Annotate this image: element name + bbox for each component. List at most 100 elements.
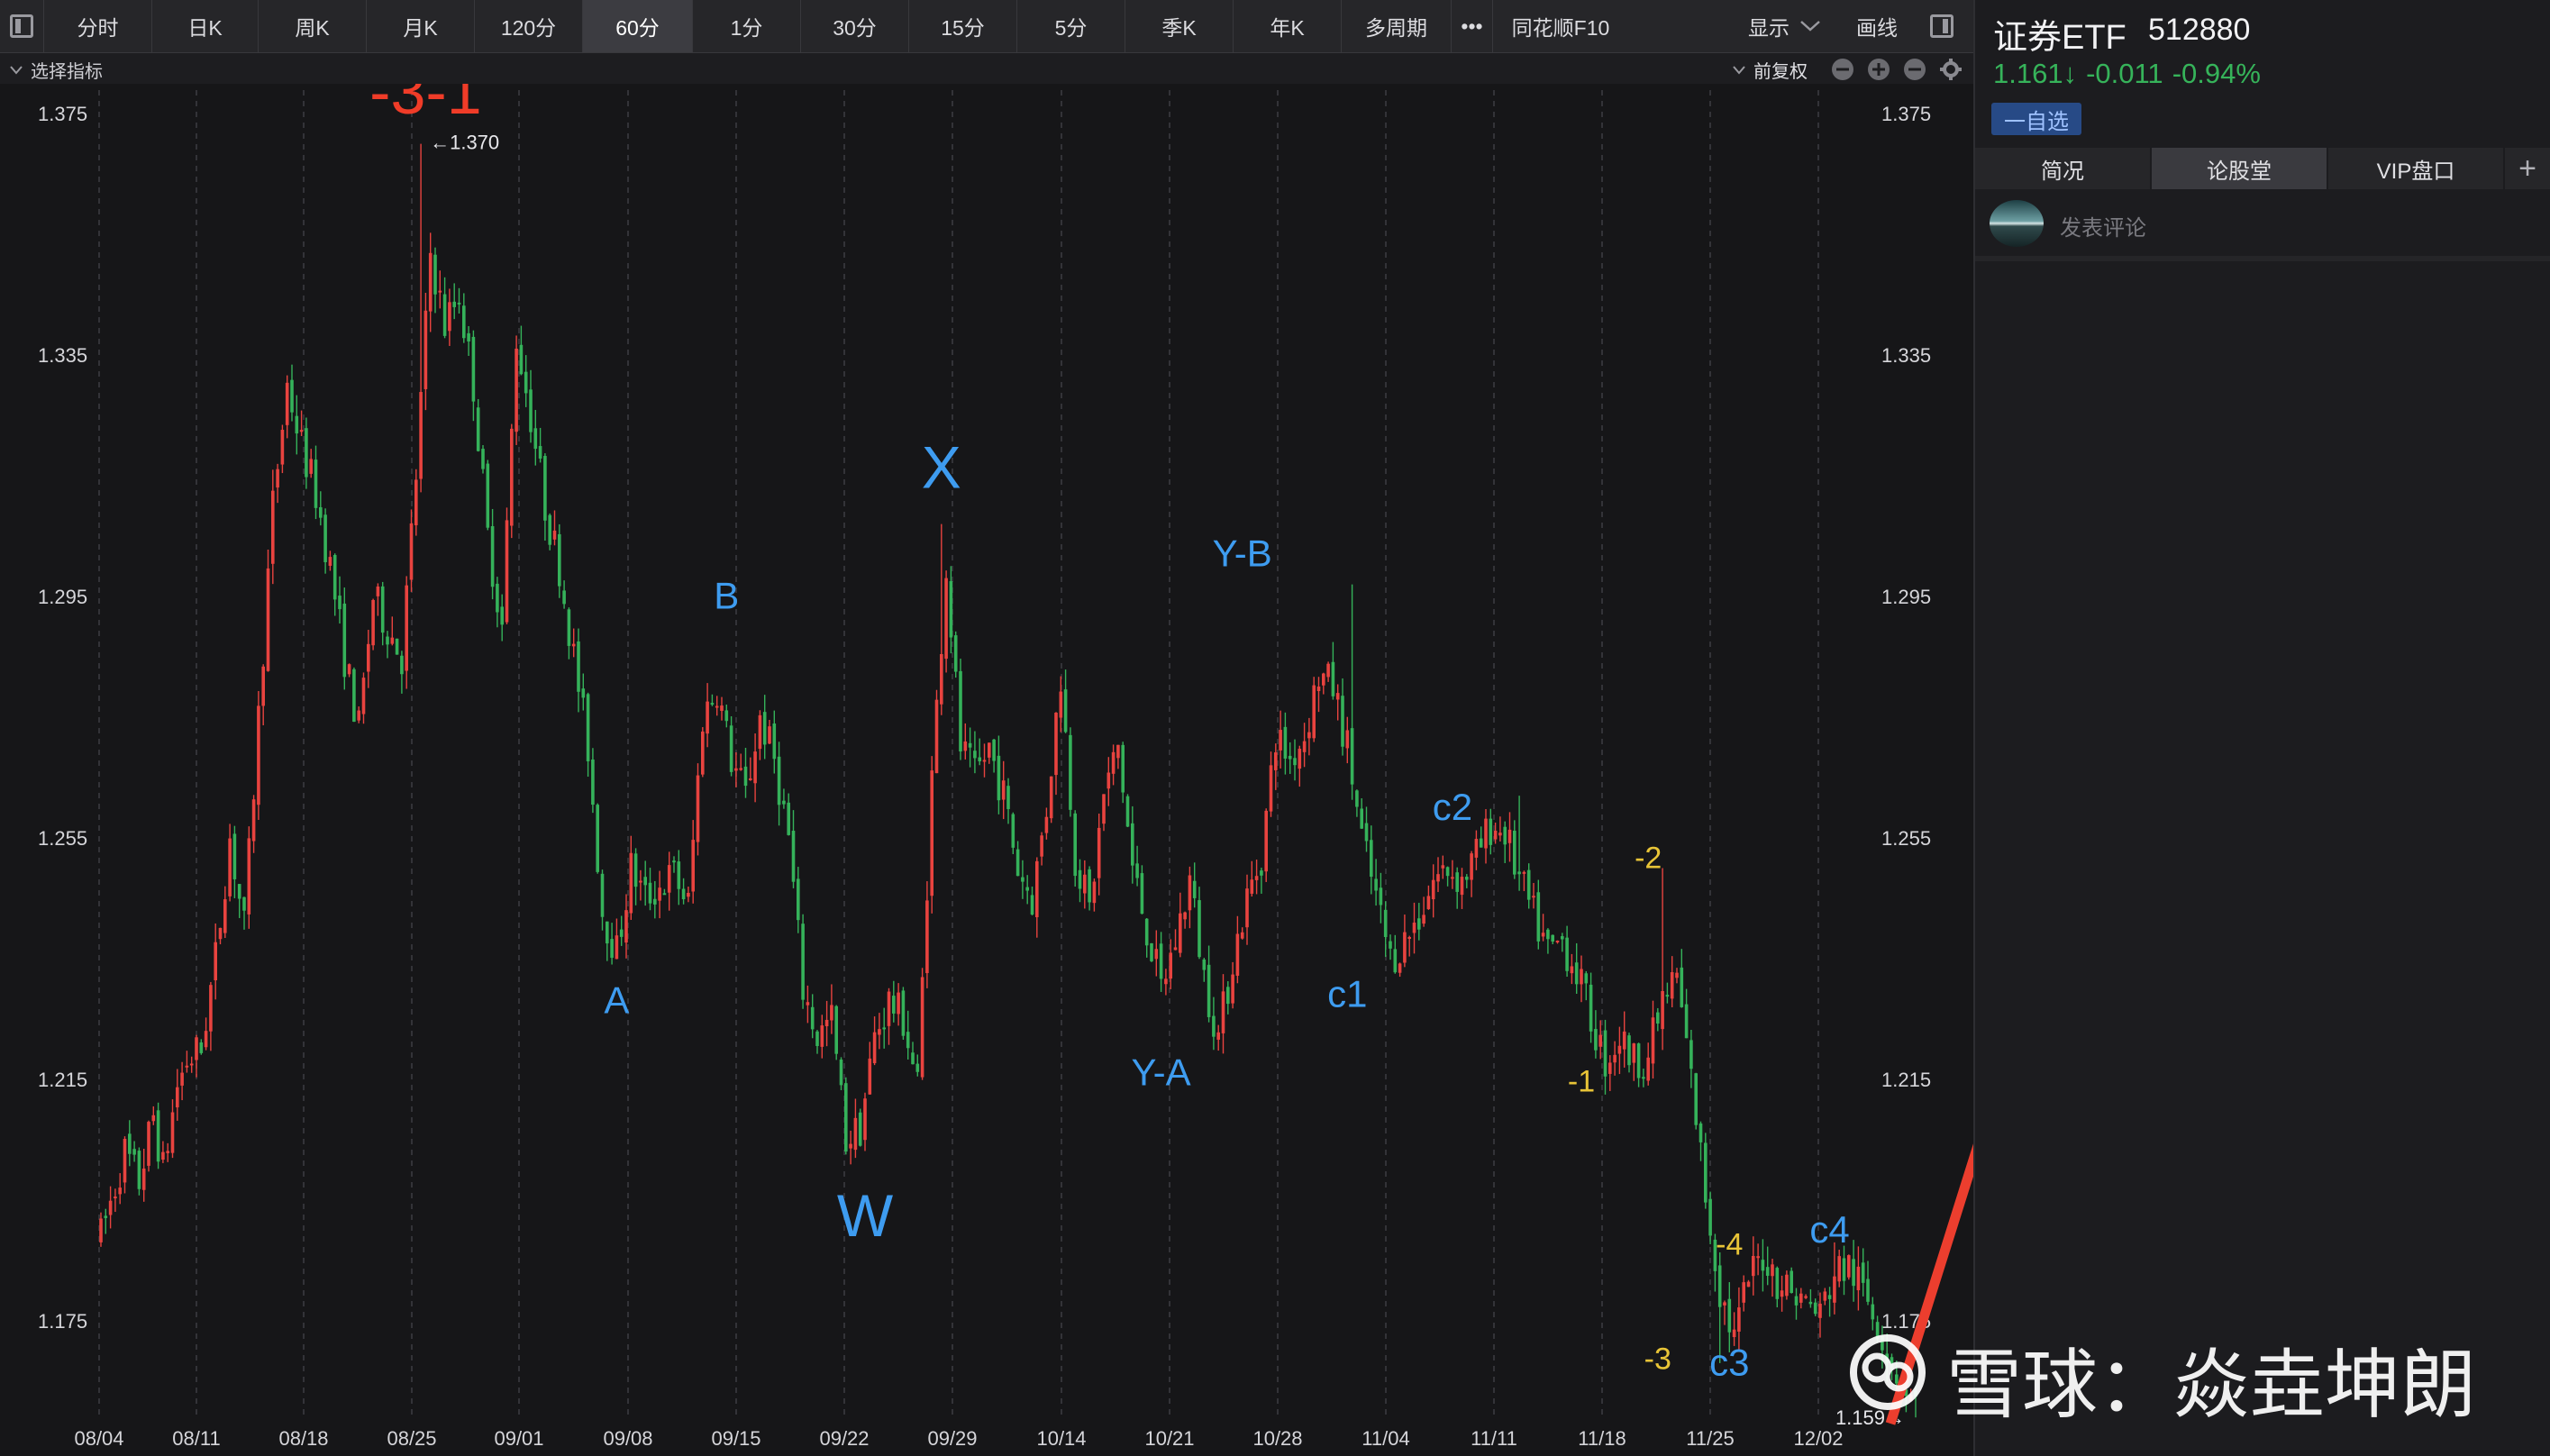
period-tab[interactable]: 5分 <box>1017 0 1125 52</box>
candle-body <box>543 456 547 521</box>
y-tick-label-left: 1.175 <box>38 1310 87 1333</box>
candle-body <box>558 533 561 587</box>
watermark-author: 焱垚坤朗 <box>2173 1341 2477 1429</box>
candle-body <box>314 460 318 508</box>
zoom-in-icon[interactable] <box>1867 58 1890 81</box>
right-panel-tabs: 简况 论股堂 VIP盘口 + <box>1975 148 2550 189</box>
candle-body <box>1833 1276 1836 1303</box>
period-tab[interactable]: 日K <box>152 0 259 52</box>
x-tick-label: 08/04 <box>74 1427 123 1450</box>
candle-body <box>1895 1374 1899 1384</box>
x-tick-label: 09/22 <box>819 1427 869 1450</box>
candle-body <box>662 893 667 896</box>
x-tick-label: 12/02 <box>1793 1427 1843 1450</box>
candle-body <box>978 757 981 761</box>
period-tab[interactable]: 月K <box>367 0 475 52</box>
candle-body <box>820 1025 824 1047</box>
candle-body <box>1379 887 1383 905</box>
period-tab[interactable]: 60分 <box>583 0 693 52</box>
wave-label: -4 <box>1716 1227 1743 1261</box>
candle-body <box>242 896 246 911</box>
candle-body <box>189 1063 194 1066</box>
minimize-icon[interactable] <box>1903 58 1926 81</box>
candle-body <box>1761 1260 1765 1271</box>
price-change: -0.011 <box>2086 58 2163 89</box>
display-menu-button[interactable]: 显示 <box>1748 0 1822 52</box>
gear-icon[interactable] <box>1939 58 1963 81</box>
toggle-right-panel-button[interactable] <box>1930 0 1953 52</box>
candle-body <box>772 723 777 760</box>
add-tab-button[interactable]: + <box>2505 148 2550 189</box>
candle-body <box>768 726 771 744</box>
y-tick-label-right: 1.215 <box>1881 1069 1931 1091</box>
display-label: 显示 <box>1748 16 1790 40</box>
candle-body <box>1393 949 1398 973</box>
candle-body <box>1804 1296 1808 1298</box>
adjust-select[interactable]: 前复权 <box>1732 57 1808 83</box>
candle-body <box>1063 689 1068 733</box>
candle-body <box>1727 1298 1732 1333</box>
tab-forum[interactable]: 论股堂 <box>2152 148 2328 189</box>
candle-body <box>1881 1335 1884 1351</box>
candle-body <box>467 332 470 341</box>
candle-body <box>1245 888 1249 928</box>
period-tab[interactable]: 周K <box>259 0 367 52</box>
candle-body <box>1293 758 1297 766</box>
period-tab[interactable]: 分时 <box>44 0 152 52</box>
candle-body <box>1198 900 1201 958</box>
candle-body <box>1837 1256 1841 1282</box>
candle-body <box>1451 877 1454 879</box>
candle-body <box>1489 818 1493 845</box>
tab-vip[interactable]: VIP盘口 <box>2328 148 2505 189</box>
candle-body <box>1169 952 1172 979</box>
y-tick-label-left: 1.375 <box>38 103 87 125</box>
candle-body <box>724 710 729 722</box>
candle-body <box>581 688 586 698</box>
candle-body <box>361 678 366 714</box>
candle-body <box>490 525 495 587</box>
candle-body <box>147 1122 150 1166</box>
candle-body <box>1642 1077 1645 1079</box>
candle-body <box>1771 1264 1774 1277</box>
candle-body <box>1312 685 1316 739</box>
period-tab[interactable]: 15分 <box>909 0 1017 52</box>
candle-body <box>624 910 628 943</box>
candle-body <box>1794 1296 1799 1306</box>
candle-body <box>930 770 933 896</box>
price-change-pct: -0.94% <box>2172 58 2261 89</box>
candle-body <box>868 1058 872 1095</box>
more-periods-button[interactable]: ••• <box>1452 0 1493 52</box>
period-tab[interactable]: 120分 <box>475 0 583 52</box>
f10-button[interactable]: 同花顺F10 <box>1511 16 1610 40</box>
y-tick-label-left: 1.335 <box>38 344 87 367</box>
last-price: 1.161 <box>1993 58 2063 89</box>
toggle-left-panel-button[interactable] <box>0 0 44 52</box>
draw-line-button[interactable]: 画线 <box>1856 0 1898 52</box>
x-tick-label: 09/08 <box>603 1427 652 1450</box>
zoom-out-icon[interactable] <box>1831 58 1854 81</box>
candle-body <box>1507 829 1512 843</box>
tab-overview[interactable]: 简况 <box>1975 148 2152 189</box>
candle-body <box>982 760 987 762</box>
candle-body <box>433 254 437 295</box>
add-watchlist-button[interactable]: 一自选 <box>1991 103 2081 135</box>
comment-input[interactable]: 发表评论 <box>2060 216 2146 241</box>
candle-body <box>442 294 447 336</box>
indicator-select[interactable]: 选择指标 <box>9 57 103 83</box>
candlestick-chart[interactable]: 08/04 08/11 08/18 08/25 09/01 09/08 09/15 09/22… <box>0 84 1973 1456</box>
candle-body <box>1159 943 1163 979</box>
candle-body <box>911 1052 915 1065</box>
period-tab[interactable]: 季K <box>1125 0 1234 52</box>
period-tab[interactable]: 1分 <box>693 0 801 52</box>
period-tab[interactable]: 年K <box>1234 0 1342 52</box>
candle-body <box>128 1133 132 1154</box>
candle-body <box>940 653 943 705</box>
period-tab[interactable]: 30分 <box>801 0 909 52</box>
candle-body <box>743 766 748 787</box>
candle-body <box>1054 712 1058 776</box>
chart-zoom-controls <box>1831 58 1963 81</box>
stock-name: 证券ETF <box>1993 19 2127 57</box>
candle-body <box>944 578 948 660</box>
candle-body <box>1603 1030 1607 1077</box>
period-tab[interactable]: 多周期 <box>1342 0 1452 52</box>
